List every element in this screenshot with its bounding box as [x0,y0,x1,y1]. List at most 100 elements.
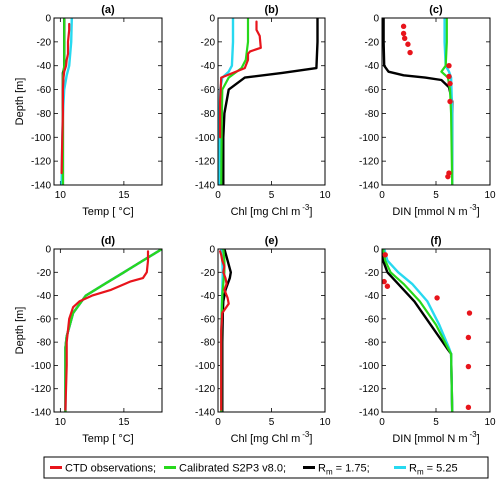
panel-d-ytick-label: -60 [37,314,52,325]
panel-c-ytick-label: -40 [365,61,380,72]
panel-b-obs-line [219,20,262,139]
panel-a-xtick-label: 15 [118,190,130,201]
panel-d-rm175-line [64,249,162,412]
panel-e-xlabel: Chl [mg Chl m -3] [231,430,313,445]
panel-c-xlabel-end: ] [477,206,480,218]
panel-b-series [218,18,319,185]
panel-b-xtick-label: 5 [269,190,275,201]
panel-d-ytick-label: -120 [31,384,51,395]
panel-c-xlabel-sup: -3 [469,203,477,212]
panel-d-ytick-label: -40 [37,291,52,302]
panel-f-xlabel-sup: -3 [469,430,477,439]
panel-d-ytick-label: -20 [37,268,52,279]
legend-rm525-base: R [409,463,417,475]
panel-d-ytick-label: 0 [45,245,51,256]
panel-d-xtick-label: 10 [55,417,67,428]
panel-f-obs-point [465,404,472,411]
panel-f-xtick-label: 0 [379,417,385,428]
panel-f-frame [381,248,491,413]
panel-f-obs-point [382,252,388,258]
panel-b-frame [217,17,326,186]
panel-c-obs-point [405,41,411,47]
legend-rm175-sub: m [326,468,333,477]
panel-d-xlabel: Temp [ °C] [82,433,133,445]
panel-d-rm525-line [64,249,162,412]
panel-c-ytick-label: -100 [359,133,379,144]
legend-box [43,456,489,479]
panel-b-xtick-label: 0 [215,190,221,201]
panel-a-ytick-label: -20 [37,37,52,48]
panel-c-xtick-label: 5 [433,190,439,201]
panel-a-ytick-label: -60 [37,85,52,96]
panels: (a) 0 -20 -40 -60 -80 -100 -120 -140 10 15 Temp [ °… [14,4,496,445]
panel-c-ytick-label: -20 [365,37,380,48]
panel-d-title: (d) [101,235,115,247]
panel-a: (a) 0 -20 -40 -60 -80 -100 -120 -140 10 15 Temp [ °… [14,4,163,218]
panel-e-ytick-label: -120 [195,384,215,395]
panel-c-xlabel: DIN [mmol N m -3] [392,203,479,218]
panel-b-xlabel: Chl [mg Chl m -3] [231,203,313,218]
panel-f-obs-point [465,363,472,370]
panel-c-xlabel-main: DIN [mmol N m [392,206,467,218]
panel-a-ytick-label: -120 [31,157,51,168]
panel-e-ytick-label: -20 [201,268,216,279]
panel-c-obs-point [446,73,452,80]
panel-a-ytick-label: -40 [37,61,52,72]
panel-f-obs-point [382,278,387,285]
panel-f-title: (f) [431,235,442,247]
panel-b-rm175-line [222,18,319,185]
panel-d-ytick-label: -140 [31,408,51,419]
panel-f-ytick-label: -40 [365,291,380,302]
panel-c-frame [381,17,491,186]
panel-b-ytick-label: -140 [195,181,215,192]
panel-a-ylabel: Depth [m] [14,78,26,126]
legend-label-ctd: CTD observations; [65,463,156,475]
panel-f-ytick-label: -140 [359,408,379,419]
panel-e-ytick-label: -60 [201,314,216,325]
panel-c-xtick-label: 0 [379,190,385,201]
panel-a-ytick-label: -140 [31,181,51,192]
panel-d: (d) 0 -20 -40 -60 -80 -100 -120 -140 10 15 Temp [ °… [14,235,163,445]
panel-c-rm175-line [382,18,454,185]
panel-b-xtick-label: 10 [319,190,331,201]
panel-f-obs-point [465,334,472,341]
panel-e-xtick-label: 10 [319,417,331,428]
panel-f-s2p3-line [382,249,454,412]
panel-a-ytick-label: -80 [37,109,52,120]
panel-f-ytick-label: -80 [365,338,380,349]
panel-d-xtick-label: 15 [118,417,130,428]
panel-f-xlabel: DIN [mmol N m -3] [392,430,479,445]
legend: CTD observations; Calibrated S2P3 v8.0; … [43,456,489,479]
panel-d-ytick-label: -100 [31,361,51,372]
panel-d-frame [53,248,163,413]
panel-e-frame [217,248,326,413]
panel-f-xtick-label: 5 [433,417,439,428]
panel-a-title: (a) [101,4,115,16]
panel-c-s2p3-line [440,18,454,185]
panel-d-s2p3-line [64,249,162,412]
panel-b-s2p3-line [220,18,250,185]
legend-rm175-base: R [318,463,326,475]
panel-e-title: (e) [265,235,279,247]
panel-a-series [60,18,74,185]
panel-b-ytick-label: -40 [201,61,216,72]
panel-a-xlabel-main: Temp [ °C] [82,206,133,218]
panel-c-obs-point [400,23,407,30]
panel-d-ylabel: Depth [m] [14,307,26,355]
panel-d-ytick-label: -80 [37,338,52,349]
panel-c-ytick-label: -80 [365,109,380,120]
panel-c-obs-point [401,35,408,41]
panel-c-ytick-label: -120 [359,157,379,168]
panel-c-obs-point [447,98,453,105]
panel-b-ytick-label: -80 [201,109,216,120]
panel-e-series [219,249,233,412]
panel-e-ytick-label: -100 [195,361,215,372]
legend-rm525-sub: m [417,468,424,477]
panel-e-ytick-label: 0 [209,245,215,256]
panel-f-obs-point [384,283,391,289]
legend-label-rm525: Rm = 5.25 [409,463,458,477]
panel-e-ytick-label: -40 [201,291,216,302]
